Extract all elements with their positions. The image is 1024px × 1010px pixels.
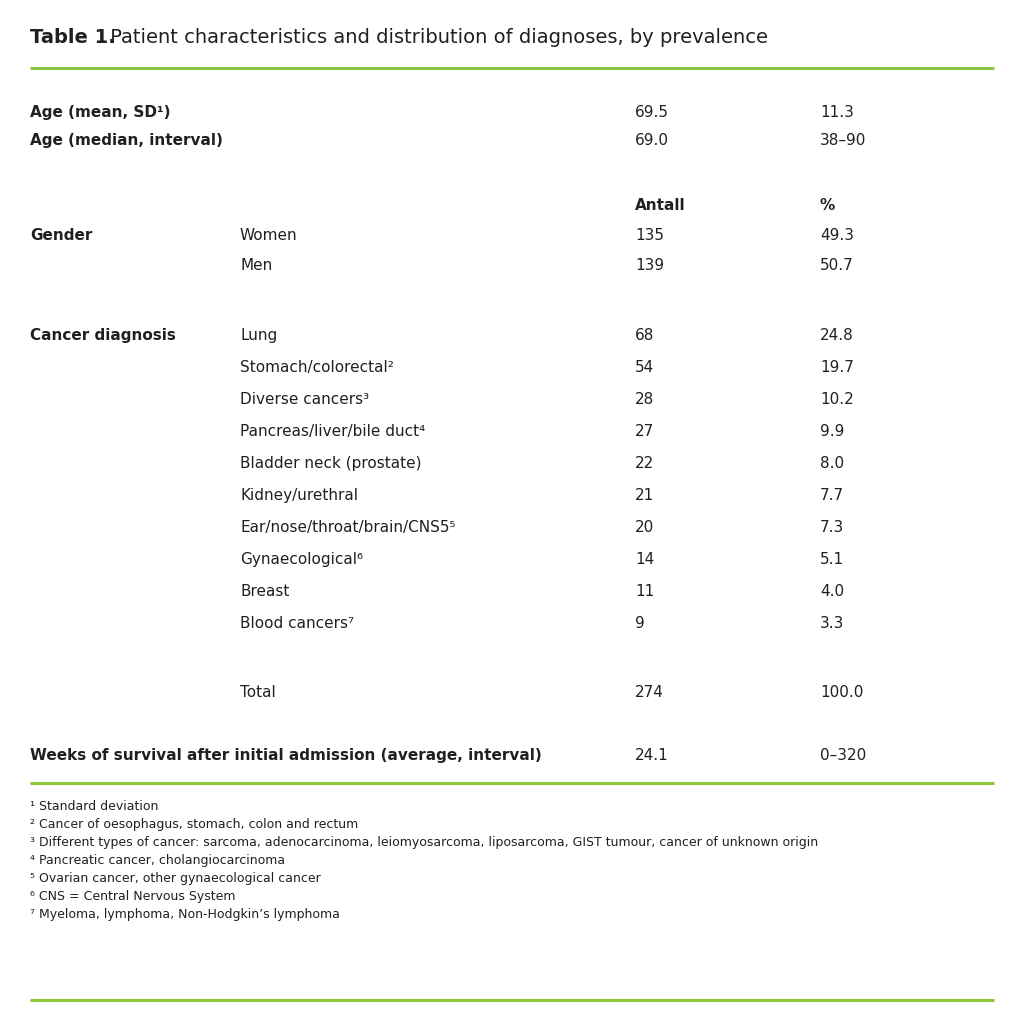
Text: Bladder neck (prostate): Bladder neck (prostate) [240, 456, 422, 471]
Text: 100.0: 100.0 [820, 685, 863, 700]
Text: 38–90: 38–90 [820, 133, 866, 148]
Text: Men: Men [240, 258, 272, 273]
Text: Weeks of survival after initial admission (average, interval): Weeks of survival after initial admissio… [30, 748, 542, 763]
Text: Total: Total [240, 685, 275, 700]
Text: Age (median, interval): Age (median, interval) [30, 133, 223, 148]
Text: 19.7: 19.7 [820, 360, 854, 375]
Text: 24.1: 24.1 [635, 748, 669, 763]
Text: Antall: Antall [635, 198, 686, 213]
Text: Gender: Gender [30, 228, 92, 243]
Text: Patient characteristics and distribution of diagnoses, by prevalence: Patient characteristics and distribution… [104, 28, 768, 47]
Text: Table 1.: Table 1. [30, 28, 116, 47]
Text: 135: 135 [635, 228, 664, 243]
Text: 139: 139 [635, 258, 665, 273]
Text: Age (mean, SD¹): Age (mean, SD¹) [30, 105, 171, 120]
Text: Diverse cancers³: Diverse cancers³ [240, 392, 369, 407]
Text: 28: 28 [635, 392, 654, 407]
Text: 20: 20 [635, 520, 654, 535]
Text: Breast: Breast [240, 584, 290, 599]
Text: %: % [820, 198, 836, 213]
Text: 8.0: 8.0 [820, 456, 844, 471]
Text: 7.7: 7.7 [820, 488, 844, 503]
Text: ⁴ Pancreatic cancer, cholangiocarcinoma: ⁴ Pancreatic cancer, cholangiocarcinoma [30, 854, 285, 867]
Text: Stomach/colorectal²: Stomach/colorectal² [240, 360, 394, 375]
Text: 50.7: 50.7 [820, 258, 854, 273]
Text: 274: 274 [635, 685, 664, 700]
Text: ¹ Standard deviation: ¹ Standard deviation [30, 800, 159, 813]
Text: Lung: Lung [240, 328, 278, 343]
Text: Gynaecological⁶: Gynaecological⁶ [240, 552, 362, 567]
Text: 9.9: 9.9 [820, 424, 845, 439]
Text: Pancreas/liver/bile duct⁴: Pancreas/liver/bile duct⁴ [240, 424, 425, 439]
Text: 3.3: 3.3 [820, 616, 845, 631]
Text: 4.0: 4.0 [820, 584, 844, 599]
Text: 24.8: 24.8 [820, 328, 854, 343]
Text: 10.2: 10.2 [820, 392, 854, 407]
Text: 14: 14 [635, 552, 654, 567]
Text: Women: Women [240, 228, 298, 243]
Text: Cancer diagnosis: Cancer diagnosis [30, 328, 176, 343]
Text: ² Cancer of oesophagus, stomach, colon and rectum: ² Cancer of oesophagus, stomach, colon a… [30, 818, 358, 831]
Text: ⁶ CNS = Central Nervous System: ⁶ CNS = Central Nervous System [30, 890, 236, 903]
Text: 5.1: 5.1 [820, 552, 844, 567]
Text: 27: 27 [635, 424, 654, 439]
Text: ⁵ Ovarian cancer, other gynaecological cancer: ⁵ Ovarian cancer, other gynaecological c… [30, 872, 321, 885]
Text: 21: 21 [635, 488, 654, 503]
Text: 49.3: 49.3 [820, 228, 854, 243]
Text: 7.3: 7.3 [820, 520, 844, 535]
Text: 68: 68 [635, 328, 654, 343]
Text: ⁷ Myeloma, lymphoma, Non-Hodgkin’s lymphoma: ⁷ Myeloma, lymphoma, Non-Hodgkin’s lymph… [30, 908, 340, 921]
Text: Kidney/urethral: Kidney/urethral [240, 488, 358, 503]
Text: Blood cancers⁷: Blood cancers⁷ [240, 616, 354, 631]
Text: 54: 54 [635, 360, 654, 375]
Text: 69.5: 69.5 [635, 105, 669, 120]
Text: ³ Different types of cancer: sarcoma, adenocarcinoma, leiomyosarcoma, liposarcom: ³ Different types of cancer: sarcoma, ad… [30, 836, 818, 849]
Text: 69.0: 69.0 [635, 133, 669, 148]
Text: 9: 9 [635, 616, 645, 631]
Text: 11: 11 [635, 584, 654, 599]
Text: Ear/nose/throat/brain/CNS5⁵: Ear/nose/throat/brain/CNS5⁵ [240, 520, 456, 535]
Text: 11.3: 11.3 [820, 105, 854, 120]
Text: 22: 22 [635, 456, 654, 471]
Text: 0–320: 0–320 [820, 748, 866, 763]
